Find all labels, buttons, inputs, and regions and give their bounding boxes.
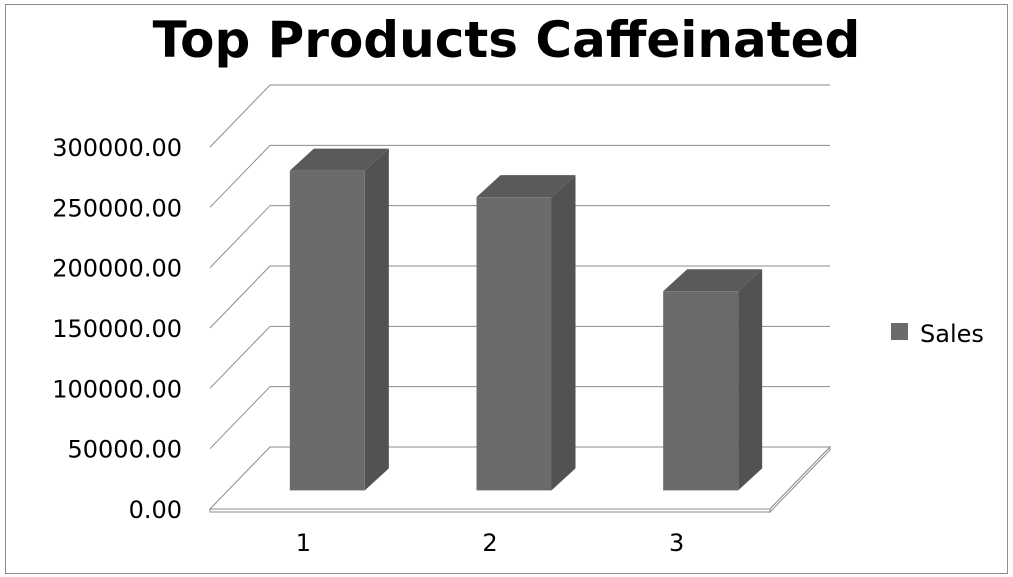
- gridline-side: [209, 325, 271, 389]
- y-tick-label: 100000.00: [52, 375, 182, 403]
- y-tick-label: 200000.00: [52, 255, 182, 283]
- y-tick-label: 50000.00: [67, 436, 182, 464]
- chart-floor-side: [769, 445, 831, 514]
- bars-layer: [289, 148, 763, 491]
- legend-label: Sales: [920, 320, 984, 348]
- gridline-side: [209, 265, 271, 329]
- y-tick-label: 150000.00: [52, 315, 182, 343]
- gridline-side: [209, 84, 271, 148]
- x-tick-label: 1: [296, 529, 311, 557]
- axis-layer: 0.00 50000.00 100000.00 150000.00 200000.00 2…: [52, 134, 684, 557]
- bar-top-2: [476, 175, 576, 198]
- chart-title: Top Products Caffeinated: [152, 11, 861, 69]
- legend-swatch: [891, 323, 908, 340]
- chart-floor-edge: [209, 508, 771, 513]
- y-tick-label: 300000.00: [52, 134, 182, 162]
- bar-top-3: [663, 269, 763, 292]
- bar-1: [289, 170, 365, 491]
- x-tick-label: 2: [482, 529, 497, 557]
- y-tick-label: 0.00: [129, 496, 182, 524]
- bar-side-1: [364, 148, 389, 491]
- legend: Sales: [891, 320, 984, 348]
- x-tick-label: 3: [669, 529, 684, 557]
- bar-top-1: [289, 148, 389, 171]
- gridline-side: [209, 144, 271, 208]
- bar-3: [663, 291, 739, 491]
- bar-side-2: [551, 175, 576, 491]
- y-tick-label: 250000.00: [52, 194, 182, 222]
- bar-2: [476, 197, 552, 491]
- gridline-side: [209, 386, 271, 450]
- bar-side-3: [738, 269, 763, 491]
- gridline-side: [209, 205, 271, 269]
